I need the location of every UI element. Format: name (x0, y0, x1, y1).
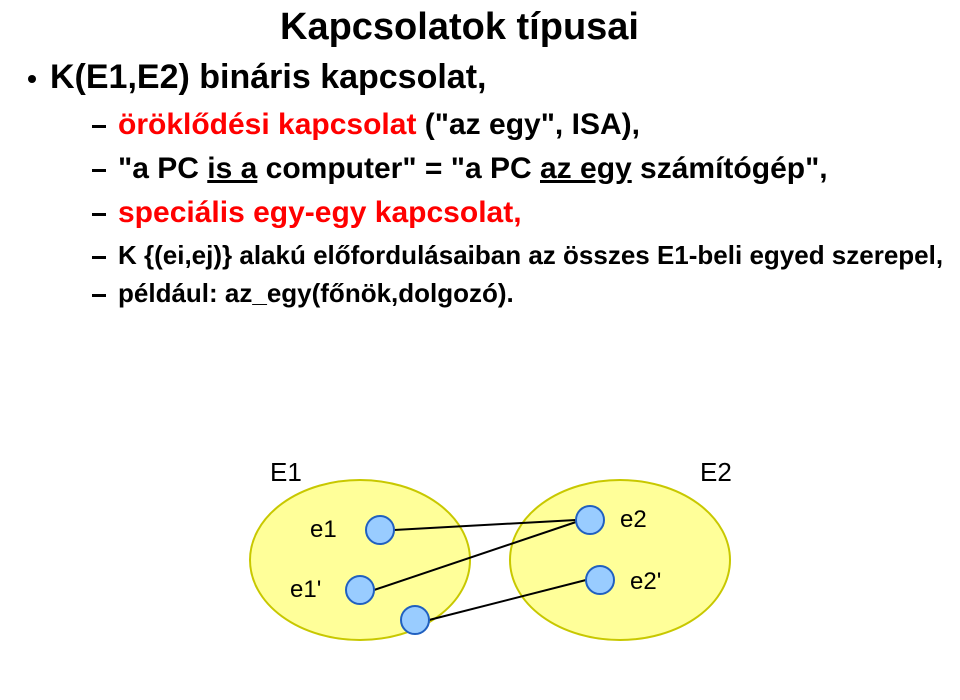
bullet-level2-example: például: az_egy(főnök,dolgozó). (92, 278, 514, 309)
b2-2-pre: "a PC (118, 152, 207, 185)
svg-text:e2': e2' (630, 568, 661, 595)
b2-2-isa: is a (207, 152, 257, 185)
svg-text:E2: E2 (700, 457, 732, 487)
bullet-level2-inheritance: öröklődési kapcsolat ("az egy", ISA), (92, 108, 640, 142)
b2-1-pre: öröklődési kapcsolat (118, 108, 425, 141)
b2-4-text: K {(ei,ej)} alakú előfordulásaiban az ös… (118, 240, 943, 270)
svg-text:e1: e1 (310, 516, 337, 543)
svg-text:E1: E1 (270, 457, 302, 487)
bullet-level2-k: K {(ei,ej)} alakú előfordulásaiban az ös… (92, 240, 943, 271)
bullet-dot-icon (28, 75, 36, 83)
bullet-level1: K(E1,E2) bináris kapcsolat, (28, 58, 487, 97)
b2-3-text: speciális egy-egy kapcsolat, (118, 196, 522, 229)
b2-5-text: például: az_egy(főnök,dolgozó). (118, 278, 514, 308)
b2-2-post: számítógép", (632, 152, 828, 185)
b2-2-azeg: az egy (540, 152, 632, 185)
bullet1-text: K(E1,E2) bináris kapcsolat, (50, 58, 487, 96)
svg-text:e2: e2 (620, 506, 647, 533)
relationship-diagram: e1 e1' e2 e2' E1 E2 (230, 430, 750, 680)
svg-text:e1': e1' (290, 576, 321, 603)
b2-2-mid2: computer" = "a PC (257, 152, 540, 185)
bullet-dash-icon (92, 256, 106, 259)
bullet-dash-icon (92, 169, 106, 172)
slide: Kapcsolatok típusai K(E1,E2) bináris kap… (0, 0, 960, 700)
bullet-level2-isa: "a PC is a computer" = "a PC az egy szám… (92, 152, 828, 186)
bullet-dash-icon (92, 213, 106, 216)
slide-title: Kapcsolatok típusai (280, 6, 639, 49)
bullet-dash-icon (92, 125, 106, 128)
bullet-level2-special: speciális egy-egy kapcsolat, (92, 196, 522, 230)
bullet-dash-icon (92, 294, 106, 297)
b2-1-quote: ("az egy", ISA), (425, 108, 640, 141)
